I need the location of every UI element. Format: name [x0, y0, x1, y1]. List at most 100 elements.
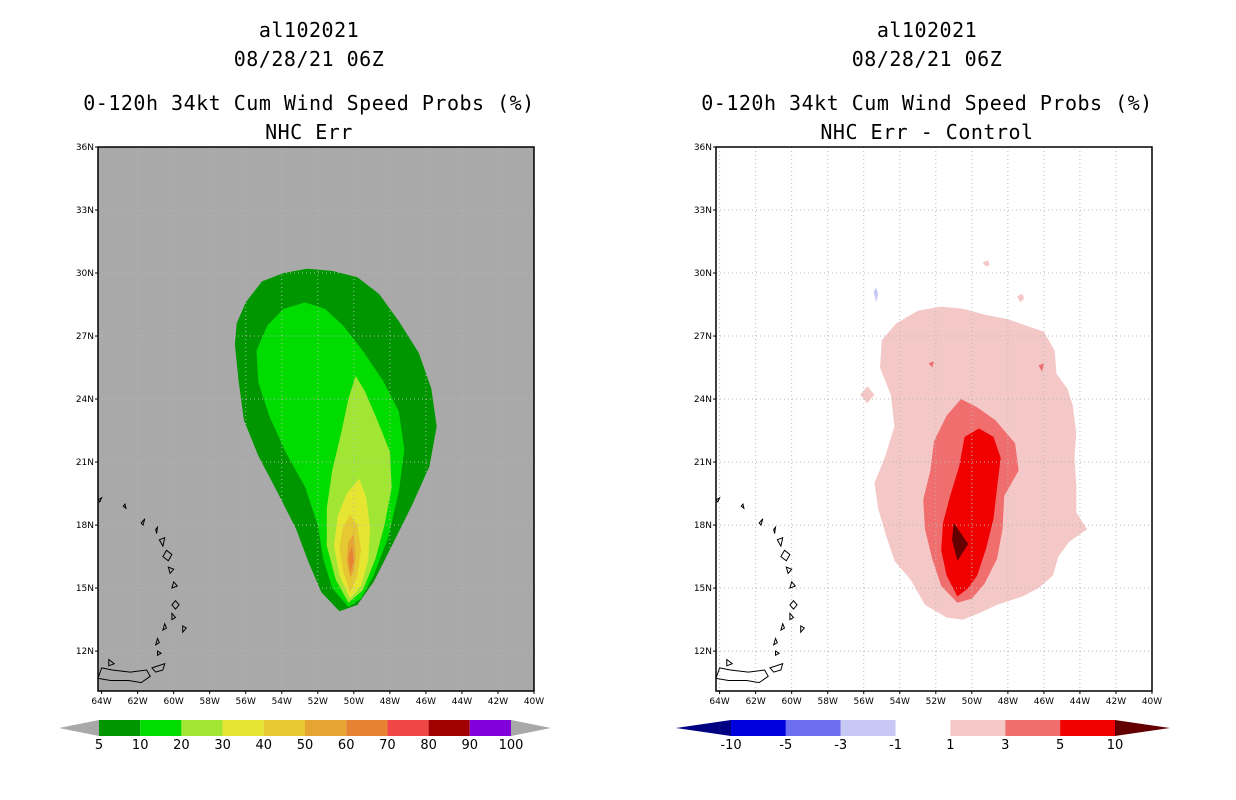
- y-tick-label: 36N: [694, 143, 712, 153]
- contour-fill: [1038, 363, 1044, 372]
- chart-title: 0-120h 34kt Cum Wind Speed Probs (%): [83, 91, 535, 115]
- contour-fill: [982, 260, 990, 267]
- x-tick-label: 52W: [308, 697, 328, 707]
- x-tick-label: 46W: [416, 697, 436, 707]
- right-map-plot: 64W 62W 60W 58W 56W 54W 52W 50W 48W 46W 44W 42W 40W 1…: [676, 143, 1170, 753]
- x-tick-label: 60W: [163, 697, 183, 707]
- coastline: [776, 536, 784, 548]
- storm-id-title: al102021: [258, 18, 360, 42]
- coastline: [167, 566, 175, 575]
- coastline: [772, 637, 778, 646]
- y-tick-label: 33N: [694, 206, 712, 216]
- x-tick-label: 50W: [344, 697, 364, 707]
- plot-frame: [715, 146, 1153, 692]
- coastline: [122, 503, 127, 510]
- coastline: [97, 667, 151, 684]
- plot-frame: [97, 146, 535, 692]
- coastline: [158, 536, 166, 548]
- contour-fill: [348, 546, 354, 574]
- coastline: [800, 625, 806, 634]
- colorbar-swatch: [305, 720, 347, 736]
- colorbar-swatch: [140, 720, 182, 736]
- x-tick-label: 50W: [962, 697, 982, 707]
- colorbar-swatch: [895, 720, 951, 736]
- x-tick-label: 48W: [380, 697, 400, 707]
- left-chart-panel: al102021 08/28/21 06Z 0-120h 34kt Cum Wi…: [59, 18, 551, 753]
- y-tick-label: 27N: [694, 332, 712, 342]
- chart-title: 0-120h 34kt Cum Wind Speed Probs (%): [701, 91, 1153, 115]
- colorbar-swatch: [222, 720, 264, 736]
- coastline: [769, 662, 784, 673]
- y-tick-label: 33N: [76, 206, 94, 216]
- chart-subtitle: NHC Err: [265, 120, 353, 144]
- colorbar-swatch: [263, 720, 305, 736]
- y-tick-label: 18N: [694, 521, 712, 531]
- x-tick-label: 42W: [1106, 697, 1126, 707]
- contour-fill: [873, 287, 879, 303]
- coastline: [715, 667, 769, 684]
- x-tick-label: 62W: [127, 697, 147, 707]
- coastline: [780, 622, 786, 632]
- colorbar-label: 30: [214, 738, 231, 753]
- colorbar-label: -3: [834, 738, 847, 753]
- colorbar-swatch: [950, 720, 1006, 736]
- coastline: [789, 611, 795, 621]
- storm-id-title: al102021: [876, 18, 978, 42]
- colorbar-label: 40: [256, 738, 273, 753]
- y-tick-label: 18N: [76, 521, 94, 531]
- y-tick-label: 36N: [76, 143, 94, 153]
- y-tick-label: 30N: [694, 269, 712, 279]
- colorbar-swatch: [840, 720, 896, 736]
- coastline: [789, 580, 797, 589]
- x-tick-label: 44W: [1070, 697, 1090, 707]
- x-tick-label: 46W: [1034, 697, 1054, 707]
- colorbar-label: -1: [889, 738, 902, 753]
- colorbar-arrow-high: [1115, 720, 1170, 736]
- y-tick-label: 12N: [76, 647, 94, 657]
- x-tick-label: 60W: [781, 697, 801, 707]
- y-tick-label: 27N: [76, 332, 94, 342]
- colorbar-swatch: [428, 720, 470, 736]
- colorbar-arrow-high: [511, 720, 551, 736]
- coastline: [789, 599, 798, 610]
- datetime-title: 08/28/21 06Z: [851, 47, 1003, 71]
- contour-fill: [1016, 294, 1025, 303]
- colorbar-swatch: [785, 720, 841, 736]
- colorbar-label: 10: [132, 738, 149, 753]
- coastline: [162, 549, 173, 562]
- y-tick-label: 30N: [76, 269, 94, 279]
- colorbar-swatch: [387, 720, 429, 736]
- colorbar-label: 90: [462, 738, 479, 753]
- contour-fill: [952, 523, 969, 561]
- coastline: [780, 549, 791, 562]
- coastline: [775, 650, 781, 657]
- x-tick-label: 56W: [236, 697, 256, 707]
- y-tick-label: 12N: [694, 647, 712, 657]
- x-tick-label: 40W: [1142, 697, 1162, 707]
- x-tick-label: 54W: [272, 697, 292, 707]
- colorbar-label: 60: [338, 738, 355, 753]
- x-tick-label: 56W: [854, 697, 874, 707]
- x-tick-label: 58W: [818, 697, 838, 707]
- colorbar-label: 20: [173, 738, 190, 753]
- colorbar-label: 70: [379, 738, 396, 753]
- y-tick-label: 15N: [76, 584, 94, 594]
- x-tick-label: 64W: [709, 697, 729, 707]
- colorbar-label: 100: [499, 738, 524, 753]
- colorbar-swatch: [99, 720, 141, 736]
- coastline: [157, 650, 163, 657]
- x-tick-label: 64W: [91, 697, 111, 707]
- colorbar-label: 1: [946, 738, 954, 753]
- coastline: [154, 637, 160, 646]
- y-tick-label: 24N: [76, 395, 94, 405]
- colorbar-label: -10: [720, 738, 741, 753]
- colorbar-label: 50: [297, 738, 314, 753]
- colorbar-swatch: [346, 720, 388, 736]
- coastline: [785, 566, 793, 575]
- x-tick-label: 54W: [890, 697, 910, 707]
- right-chart-panel: al102021 08/28/21 06Z 0-120h 34kt Cum Wi…: [618, 0, 1236, 800]
- colorbar-swatch: [469, 720, 511, 736]
- colorbar-label: 10: [1107, 738, 1124, 753]
- coastline: [758, 518, 764, 527]
- colorbar-label: -5: [779, 738, 792, 753]
